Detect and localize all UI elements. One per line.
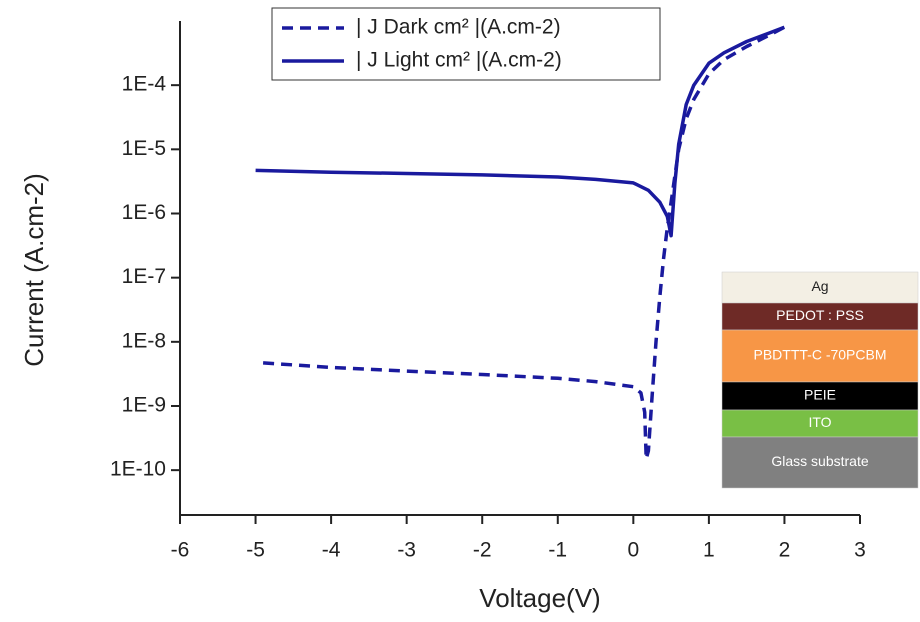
data-line	[262, 25, 786, 461]
y-tick-label: 1E-7	[122, 265, 166, 288]
legend-label: | J Dark cm² |(A.cm-2)	[356, 16, 561, 39]
device-layer	[721, 409, 919, 438]
device-layer	[721, 436, 919, 489]
device-layer-label: PEIE	[804, 387, 836, 403]
x-tick-label: 1	[703, 539, 715, 562]
device-layer	[721, 329, 919, 383]
x-tick-label: -1	[548, 539, 567, 562]
x-tick-label: 2	[779, 539, 791, 562]
device-layer	[721, 302, 919, 331]
device-layer-label: Glass substrate	[771, 453, 868, 469]
x-tick-label: -4	[322, 539, 341, 562]
y-tick-label: 1E-6	[122, 201, 166, 224]
device-layer	[721, 271, 919, 304]
y-axis-label: Current (A.cm-2)	[19, 173, 49, 367]
x-tick-label: 3	[854, 539, 866, 562]
y-tick-label: 1E-4	[122, 73, 167, 96]
device-layer	[721, 381, 919, 411]
device-layer-label: ITO	[808, 414, 831, 430]
device-layer-label: PEDOT : PSS	[776, 307, 864, 323]
y-tick-label: 1E-9	[122, 394, 166, 417]
device-layer-label: PBDTTT-C -70PCBM	[753, 347, 886, 363]
y-tick-label: 1E-5	[122, 137, 166, 160]
x-tick-label: -3	[397, 539, 416, 562]
x-tick-label: -5	[246, 539, 265, 562]
x-tick-label: -6	[171, 539, 190, 562]
x-tick-label: 0	[627, 539, 639, 562]
legend-box	[271, 7, 661, 81]
x-axis-label: Voltage(V)	[479, 583, 600, 613]
data-line	[255, 25, 786, 238]
legend-label: | J Light cm² |(A.cm-2)	[356, 49, 562, 72]
x-tick-label: -2	[473, 539, 492, 562]
y-tick-label: 1E-10	[110, 458, 166, 481]
device-layer-label: Ag	[811, 278, 828, 294]
y-tick-label: 1E-8	[122, 329, 166, 352]
